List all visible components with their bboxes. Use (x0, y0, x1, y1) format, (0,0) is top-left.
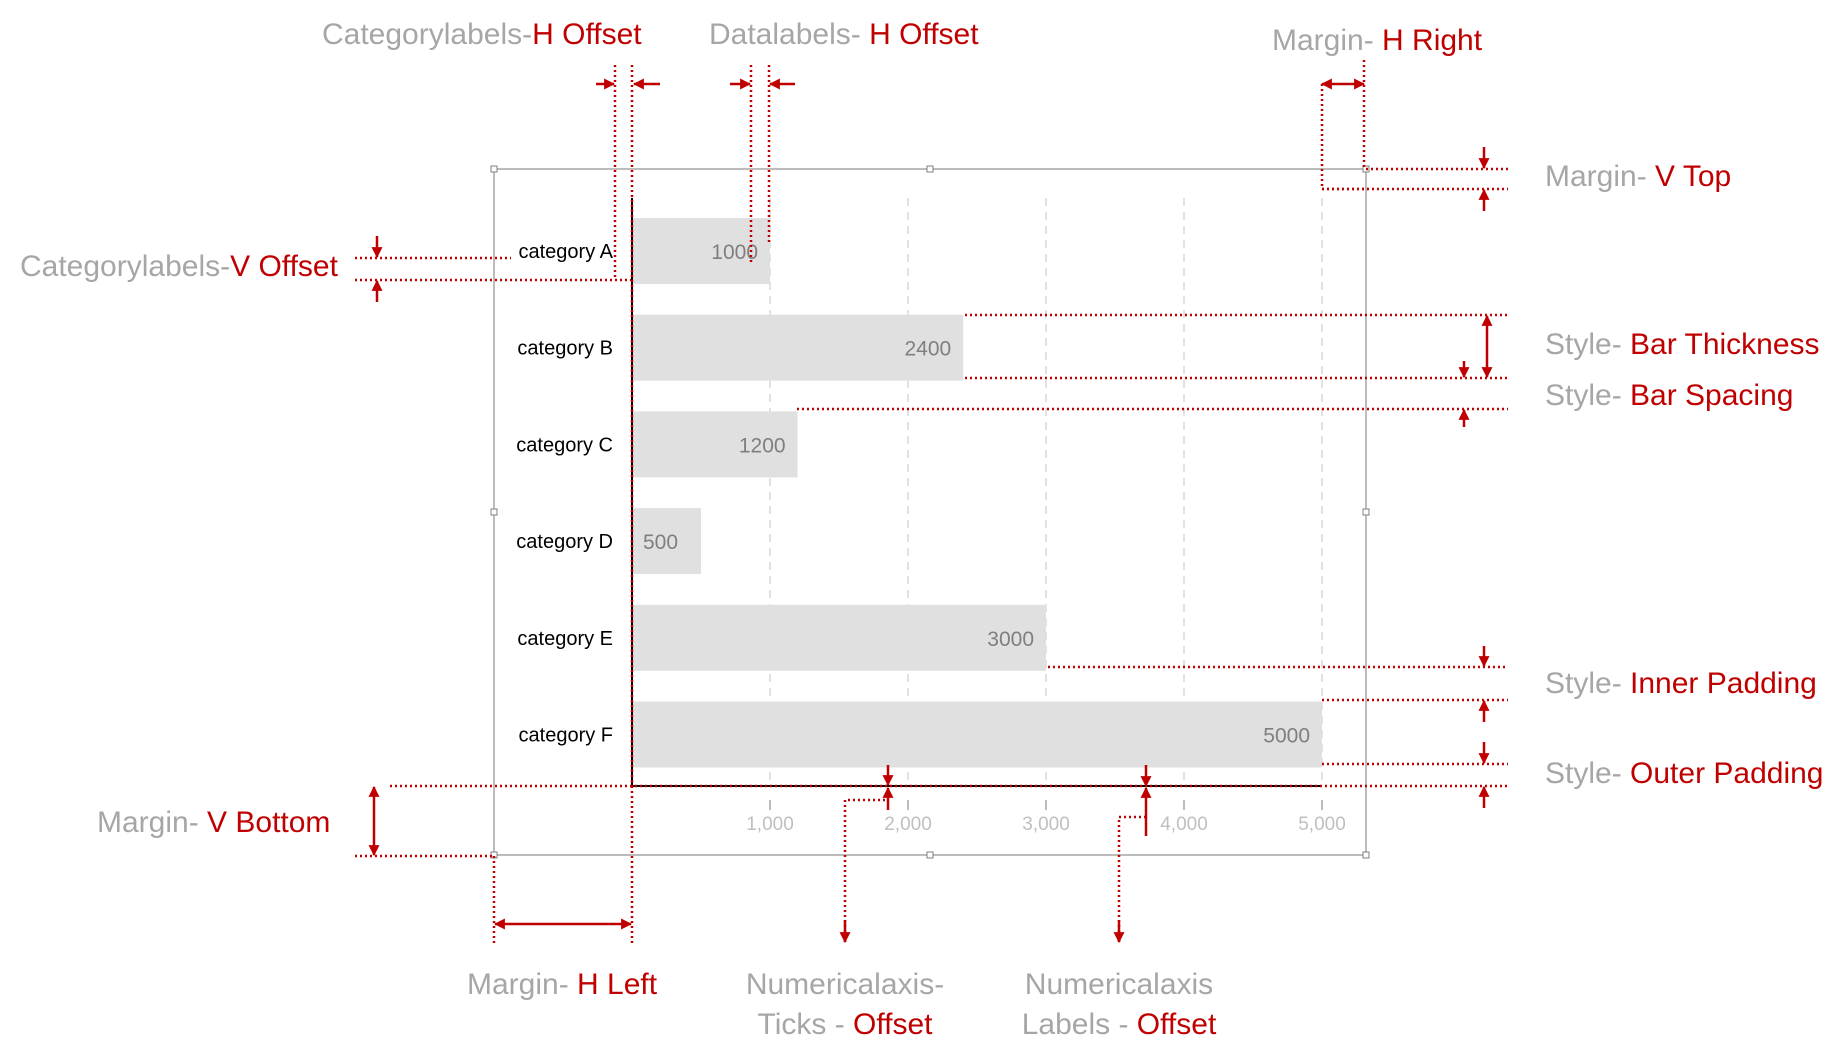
annotation-outer-padding: Style- Outer Padding (1545, 757, 1824, 790)
chart-axis (631, 198, 1322, 787)
annotation-margin-h-right: Margin- H Right (1272, 24, 1483, 57)
category-label: category D (516, 531, 613, 553)
data-label: 500 (643, 531, 678, 554)
annotation-labels-offset-line2: Labels - Offset (1022, 1008, 1217, 1041)
tick-label: 2,000 (884, 814, 932, 835)
annotation-bar-thickness: Style- Bar Thickness (1545, 328, 1820, 361)
bar (632, 411, 798, 478)
resize-handle (490, 165, 498, 173)
category-label: category E (517, 628, 613, 650)
chart-bars: category A 1000 category B 2400 category C 12… (516, 218, 1322, 768)
data-label: 1200 (739, 434, 786, 457)
annotation-bar-spacing: Style- Bar Spacing (1545, 379, 1793, 412)
annotation-data-label-h-offset: Datalabels- H Offset (709, 18, 979, 51)
annotation-inner-padding: Style- Inner Padding (1545, 667, 1817, 700)
bar (632, 701, 1322, 768)
annotation-ticks-offset-line2: Ticks - Offset (757, 1008, 933, 1041)
bar (632, 508, 701, 575)
bar (632, 218, 770, 284)
resize-handle (926, 851, 934, 859)
annotation-guides (355, 60, 1508, 946)
data-label: 1000 (711, 241, 758, 264)
resize-handle (490, 508, 498, 516)
bar (632, 314, 964, 381)
resize-handle (926, 165, 934, 173)
tick-label: 1,000 (746, 814, 794, 835)
tick-label: 5,000 (1298, 814, 1346, 835)
tick-label: 4,000 (1160, 814, 1208, 835)
chart-grid (769, 198, 1323, 786)
data-label: 2400 (904, 338, 951, 361)
tick-label: 3,000 (1022, 814, 1070, 835)
annotation-ticks-offset-line1: Numericalaxis- (746, 968, 944, 1001)
annotation-margin-v-top: Margin- V Top (1545, 160, 1731, 193)
chart-tick-labels: 1,000 2,000 3,000 4,000 5,000 (746, 800, 1346, 835)
annotation-category-label-v-offset: Categorylabels-V Offset (20, 250, 339, 283)
category-label: category F (519, 725, 613, 747)
category-label: category C (516, 434, 613, 456)
category-label: category B (517, 338, 613, 360)
data-label: 5000 (1263, 725, 1310, 748)
annotation-category-label-h-offset: Categorylabels-H Offset (322, 18, 642, 51)
annotation-margin-h-left: Margin- H Left (467, 968, 658, 1001)
resize-handle (1362, 508, 1370, 516)
annotation-labels-offset-line1: Numericalaxis (1025, 968, 1213, 1001)
bar (632, 604, 1046, 671)
category-label: category A (518, 241, 613, 263)
data-label: 3000 (987, 628, 1034, 651)
annotation-margin-v-bottom: Margin- V Bottom (97, 806, 330, 839)
resize-handle (1362, 851, 1370, 859)
annotation-arrows (368, 78, 1493, 944)
